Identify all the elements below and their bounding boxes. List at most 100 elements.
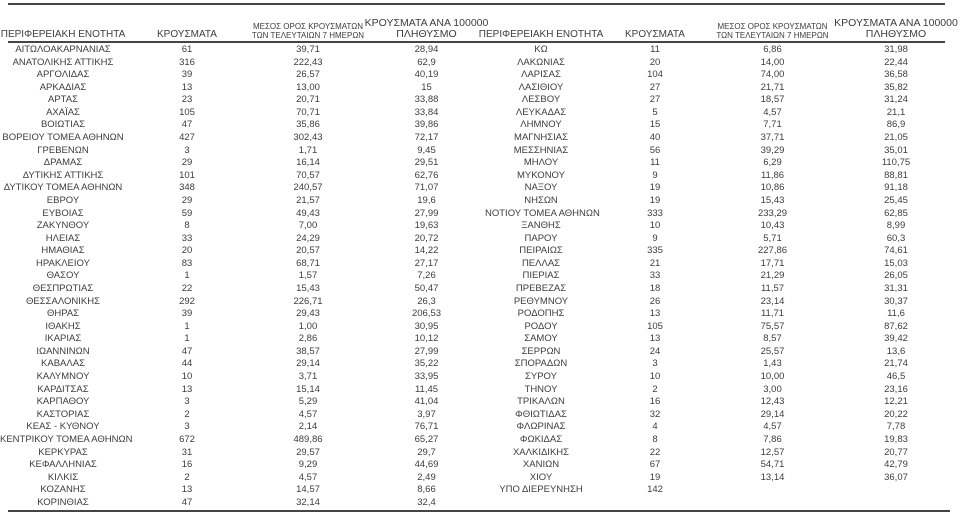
right-avg7-cell: 7,71 [763, 119, 782, 131]
table-row: ΙΚΑΡΙΑΣ 1 2,86 10,12 ΣΑΜΟΥ 13 8,57 39,42 [0, 333, 960, 346]
right-per100k-cell: 36,58 [884, 69, 908, 81]
right-per100k-cell: 7,78 [886, 421, 906, 433]
left-region-cell: ΓΡΕΒΕΝΩΝ [37, 144, 89, 156]
left-per100k-cell: 41,04 [414, 396, 439, 408]
left-avg7-cell: 39,71 [296, 44, 320, 55]
right-region-cell: ΥΠΟ ΔΙΕΡΕΥΝΗΣΗ [499, 484, 583, 496]
table-row: ΑΡΤΑΣ 23 20,71 33,88 ΛΕΣΒΟΥ 27 18,57 31,24 [0, 94, 960, 107]
left-region-cell: ΗΜΑΘΙΑΣ [41, 245, 85, 257]
left-avg7-cell: 38,57 [296, 345, 320, 357]
left-region-cell: ΕΥΒΟΙΑΣ [42, 207, 84, 219]
left-per100k-cell: 20,72 [414, 232, 439, 244]
left-cases-cell: 31 [181, 446, 193, 458]
left-avg7-cell: 70,71 [296, 106, 320, 118]
table-row: ΗΡΑΚΛΕΙΟΥ 83 68,71 27,17 ΠΕΛΛΑΣ 21 17,71 15,03 [0, 258, 960, 271]
right-region-cell [485, 497, 597, 510]
right-region-cell: ΡΟΔΟΥ [524, 320, 558, 332]
right-region-cell: ΝΗΣΩΝ [524, 194, 558, 206]
right-per100k-cell: 8,99 [886, 220, 906, 232]
left-region-cell: ΘΕΣΣΑΛΟΝΙΚΗΣ [26, 295, 100, 307]
right-avg7-cell: 14,00 [760, 56, 785, 68]
left-per100k-cell: 27,99 [414, 207, 439, 219]
right-avg7-cell: 23,14 [760, 295, 785, 307]
right-cases-cell: 333 [647, 207, 663, 219]
right-cases-cell: 21 [649, 257, 661, 269]
right-avg7-cell: 3,00 [763, 383, 782, 395]
right-avg7-cell: 12,57 [760, 446, 785, 458]
right-per100k-cell: 62,85 [884, 207, 908, 219]
right-avg7-cell: 39,29 [760, 144, 785, 156]
table-row: ΚΙΛΚΙΣ 2 4,57 2,49 ΧΙΟΥ 19 13,14 36,07 [0, 472, 960, 485]
left-avg7-cell: 5,29 [298, 396, 318, 408]
header-label: ΚΡΟΥΣΜΑΤΑ [157, 29, 217, 40]
right-per100k-cell: 11,6 [887, 308, 905, 320]
right-region-cell: ΜΥΚΟΝΟΥ [517, 169, 565, 181]
bottom-border-rule [8, 510, 950, 512]
left-region-cell: ΚΕΡΚΥΡΑΣ [38, 446, 88, 458]
left-per100k-cell: 39,86 [414, 119, 439, 131]
right-region-cell: ΜΑΓΝΗΣΙΑΣ [514, 132, 568, 144]
right-region-cell: ΣΕΡΡΩΝ [521, 345, 561, 357]
right-cases-cell: 2 [652, 383, 658, 395]
right-region-cell: ΡΟΔΟΠΗΣ [517, 308, 565, 320]
right-per100k-cell: 13,6 [886, 345, 906, 357]
header-label-line2: ΠΛΗΘΥΣΜΟ [865, 28, 927, 40]
right-per100k-cell: 87,62 [884, 320, 908, 332]
left-region-cell: ΒΟΡΕΙΟΥ ΤΟΜΕΑ ΑΘΗΝΩΝ [2, 132, 124, 144]
table-row: ΑΙΤΩΛΟΑΚΑΡΝΑΝΙΑΣ 61 39,71 28,94 ΚΩ 11 6,86 31,9… [0, 44, 960, 57]
right-region-cell: ΠΑΡΟΥ [524, 232, 558, 244]
right-per100k-cell: 21,05 [884, 132, 908, 144]
right-column-header-7day-average: ΜΕΣΟΣ ΟΡΟΣ ΚΡΟΥΣΜΑΤΩΝ ΤΩΝ ΤΕΛΕΥΤΑΙΩΝ 7 Η… [713, 22, 832, 40]
left-per100k-cell: 15 [421, 81, 432, 93]
right-region-cell: ΧΙΟΥ [529, 471, 553, 483]
left-region-cell: ΑΡΓΟΛΙΔΑΣ [36, 69, 90, 81]
right-cases-cell: 13 [649, 333, 661, 345]
right-cases-cell: 32 [649, 408, 661, 420]
right-region-cell: ΠΕΙΡΑΙΩΣ [519, 245, 563, 257]
table-row: ΑΡΚΑΔΙΑΣ 13 13,00 15 ΛΑΣΙΘΙΟΥ 27 21,71 35,82 [0, 82, 960, 95]
table-row: ΓΡΕΒΕΝΩΝ 3 1,71 9,45 ΜΕΣΣΗΝΙΑΣ 56 39,29 35,01 [0, 145, 960, 158]
right-region-cell: ΛΑΡΙΣΑΣ [521, 69, 561, 81]
header-label-line1: ΜΕΣΟΣ ΟΡΟΣ ΚΡΟΥΣΜΑΤΩΝ [252, 22, 364, 31]
left-region-cell: ΒΟΙΩΤΙΑΣ [40, 119, 86, 131]
right-per100k-cell: 91,18 [884, 182, 908, 194]
right-avg7-cell [713, 484, 832, 497]
table-row: ΚΕΦΑΛΛΗΝΙΑΣ 16 9,29 44,69 ΧΑΝΙΩΝ 67 54,71 42,79 [0, 459, 960, 472]
right-per100k-cell: 22,44 [884, 56, 908, 68]
table-row: ΚΟΖΑΝΗΣ 13 14,57 8,66 ΥΠΟ ΔΙΕΡΕΥΝΗΣΗ 142 [0, 484, 960, 497]
left-avg7-cell: 29,57 [296, 446, 320, 458]
right-region-cell: ΜΕΣΣΗΝΙΑΣ [513, 144, 569, 156]
left-avg7-cell: 21,57 [296, 194, 320, 206]
right-column-header-per-100000: ΚΡΟΥΣΜΑΤΑ ΑΝΑ 100000 ΠΛΗΘΥΣΜΟ [832, 18, 960, 40]
right-cases-cell: 16 [649, 396, 661, 408]
left-column-header-cases: ΚΡΟΥΣΜΑΤΑ [126, 29, 248, 40]
left-per100k-cell: 35,22 [414, 358, 439, 370]
left-avg7-cell: 9,29 [298, 459, 318, 471]
left-per100k-cell: 14,22 [414, 245, 439, 257]
left-avg7-cell: 226,71 [293, 295, 323, 307]
left-cases-cell: 101 [179, 169, 195, 181]
right-avg7-cell: 11,86 [760, 169, 785, 181]
right-avg7-cell: 18,57 [760, 94, 785, 106]
left-cases-cell: 13 [181, 81, 193, 93]
right-avg7-cell: 12,43 [760, 396, 785, 408]
left-region-cell: ΚΑΛΥΜΝΟΥ [36, 371, 90, 383]
left-cases-cell: 23 [181, 94, 193, 106]
left-cases-cell: 20 [181, 245, 193, 257]
left-region-cell: ΖΑΚΥΝΘΟΥ [36, 220, 90, 232]
left-per100k-cell: 33,88 [414, 94, 439, 106]
right-cases-cell: 15 [649, 119, 661, 131]
right-avg7-cell: 74,00 [760, 69, 785, 81]
right-cases-cell: 4 [652, 421, 658, 433]
right-region-cell: ΤΗΝΟΥ [524, 383, 558, 395]
left-avg7-cell: 1,00 [298, 320, 318, 332]
left-per100k-cell: 9,45 [417, 144, 436, 156]
right-region-cell: ΧΑΛΚΙΔΙΚΗΣ [512, 446, 570, 458]
left-cases-cell: 47 [181, 119, 193, 131]
left-per100k-cell: 33,84 [414, 106, 439, 118]
right-avg7-cell: 21,29 [760, 270, 785, 282]
left-region-cell: ΑΡΤΑΣ [48, 94, 78, 106]
left-avg7-cell: 20,57 [296, 245, 320, 257]
table-row: ΙΩΑΝΝΙΝΩΝ 47 38,57 27,99 ΣΕΡΡΩΝ 24 25,57 13,6 [0, 346, 960, 359]
right-cases-cell: 67 [649, 459, 661, 471]
